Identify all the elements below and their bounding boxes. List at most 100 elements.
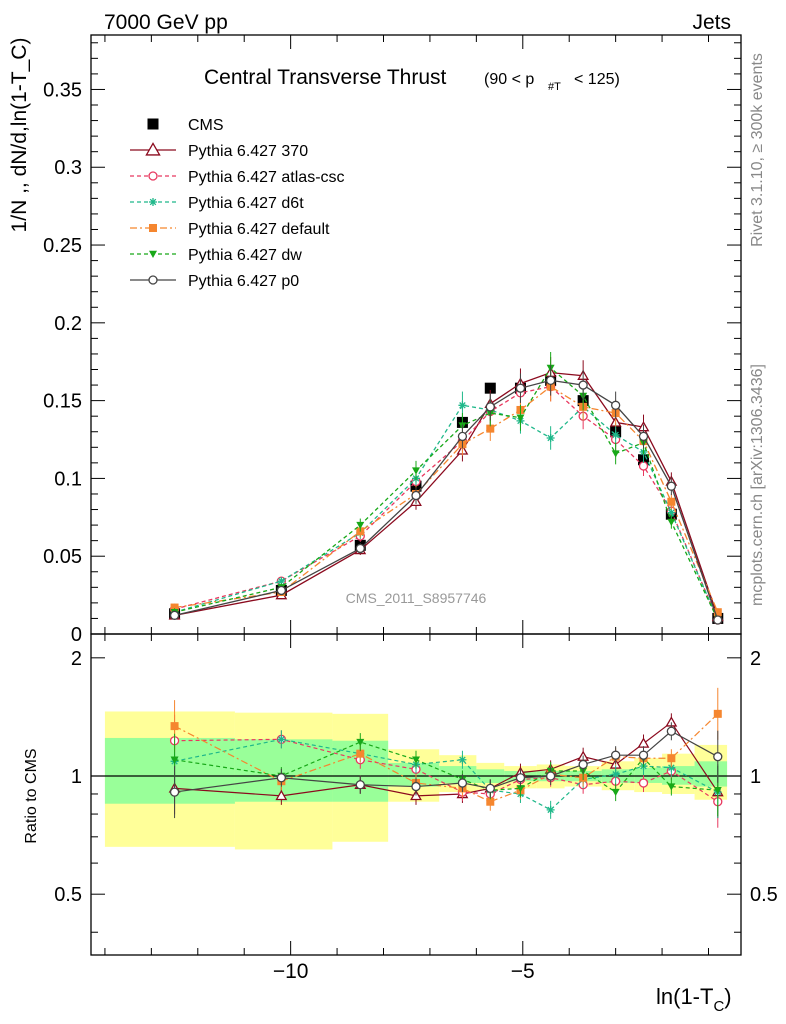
data-point <box>610 400 621 410</box>
chart-title-text: Central Transverse Thrust <box>204 66 447 89</box>
ratio-point <box>170 756 179 764</box>
main-plot <box>168 351 724 625</box>
ratio-point <box>638 778 649 788</box>
ratio-point <box>486 797 495 806</box>
x-tick-label: −10 <box>273 960 309 983</box>
legend-entry-4: Pythia 6.427 default <box>130 221 330 238</box>
ratio-point <box>515 773 526 783</box>
data-point <box>667 508 676 517</box>
ratio-point <box>516 785 525 793</box>
ratio-point <box>356 749 365 758</box>
series-line-2 <box>174 385 719 621</box>
y-tick-label: 0.1 <box>54 468 82 490</box>
data-point <box>515 383 526 393</box>
legend-entry-3: Pythia 6.427 d6t <box>130 195 304 212</box>
series-line-5 <box>174 366 719 621</box>
ratio-point <box>667 763 676 772</box>
band-green-3 <box>388 762 440 787</box>
ratio-point <box>356 738 365 747</box>
data-point <box>545 375 556 386</box>
ratio-point <box>666 726 677 736</box>
ratio-point <box>713 787 722 795</box>
ratio-y-tick-label: 0.5 <box>54 884 82 906</box>
legend: CMS Pythia 6.427 370 Pythia 6.427 atlas-cs… <box>130 117 345 290</box>
series-line-1 <box>174 371 719 618</box>
chart-title-tail: < 125) <box>574 71 620 88</box>
legend-marker <box>147 118 159 130</box>
ratio-point <box>169 787 180 797</box>
legend-marker <box>145 142 161 156</box>
ratio-series-5 <box>169 722 723 819</box>
ratio-point <box>458 755 467 764</box>
series-1 <box>168 356 724 622</box>
data-point <box>667 497 676 506</box>
y-tick-label: 0 <box>71 624 82 646</box>
ratio-point <box>485 783 495 794</box>
legend-label: CMS <box>188 117 224 134</box>
header-left: 7000 GeV pp <box>104 11 228 34</box>
band-green-10 <box>634 767 663 783</box>
header-right: Jets <box>692 11 731 34</box>
legend-entry-0: CMS <box>147 117 224 134</box>
legend-entry-2: Pythia 6.427 atlas-csc <box>130 169 345 186</box>
data-point <box>516 414 525 422</box>
x-axis-label: ln(1-TC) <box>656 984 732 1015</box>
data-point <box>667 518 676 526</box>
y-tick-label: 0.35 <box>43 79 82 101</box>
main-y-axis-label: 1/N ,, dN/d,ln(1-T_C) <box>8 38 31 233</box>
series-line-4 <box>174 385 719 613</box>
ratio-point <box>355 780 365 790</box>
data-point <box>356 521 365 530</box>
axes: −10 −5 0 0.05 0.1 0.15 0.2 0.25 0.3 0.35 0.5 0.5 1 1 2… <box>43 34 778 983</box>
legend-label: Pythia 6.427 atlas-csc <box>188 169 345 186</box>
legend-label: Pythia 6.427 default <box>188 221 330 238</box>
ratio-point <box>611 788 620 797</box>
data-point <box>713 615 723 625</box>
chart-title: Central Transverse Thrust (90 < p #T < 1… <box>204 66 620 93</box>
data-point <box>486 424 495 433</box>
analysis-watermark: CMS_2011_S8957746 <box>346 590 487 606</box>
ratio-point <box>545 771 556 781</box>
ratio-point <box>276 773 287 783</box>
y-tick-label: 0.25 <box>43 235 82 257</box>
ratio-frame <box>90 633 742 956</box>
band-green-4 <box>439 766 477 783</box>
legend-label: Pythia 6.427 p0 <box>188 273 299 290</box>
ratio-y-tick-label-right: 0.5 <box>750 884 778 906</box>
data-point <box>484 382 496 394</box>
data-point <box>578 380 588 390</box>
chart-title-range: (90 < p <box>484 71 534 88</box>
data-point <box>666 481 677 491</box>
legend-marker <box>148 171 158 181</box>
mcplots-label: mcplots.cern.ch [arXiv:1306.3436] <box>749 364 766 606</box>
y-tick-label: 0.2 <box>54 313 82 335</box>
data-point <box>277 577 286 586</box>
legend-marker <box>148 275 158 285</box>
series-4 <box>170 371 722 617</box>
x-tick-label: −5 <box>511 960 535 983</box>
legend-marker <box>149 224 157 232</box>
ratio-point <box>667 783 676 791</box>
y-tick-label: 0.3 <box>54 157 82 179</box>
legend-entry-6: Pythia 6.427 p0 <box>130 273 299 290</box>
data-point <box>611 450 620 458</box>
ratio-y-axis-label: Ratio to CMS <box>23 748 40 843</box>
ratio-point <box>275 789 288 801</box>
y-tick-label: 0.05 <box>43 546 82 568</box>
band-green-1 <box>234 739 333 802</box>
data-point <box>611 430 620 439</box>
series-2 <box>169 371 723 625</box>
ratio-point <box>546 805 555 814</box>
series-0 <box>169 374 724 624</box>
data-point <box>458 401 467 410</box>
data-point <box>411 490 421 501</box>
ratio-point <box>611 770 620 779</box>
legend-entry-5: Pythia 6.427 dw <box>130 247 302 264</box>
legend-marker <box>149 198 157 206</box>
ratio-plot <box>168 687 724 828</box>
data-point <box>170 603 179 612</box>
data-point <box>276 585 287 596</box>
data-point <box>713 608 722 617</box>
legend-entry-1: Pythia 6.427 370 <box>130 142 308 160</box>
